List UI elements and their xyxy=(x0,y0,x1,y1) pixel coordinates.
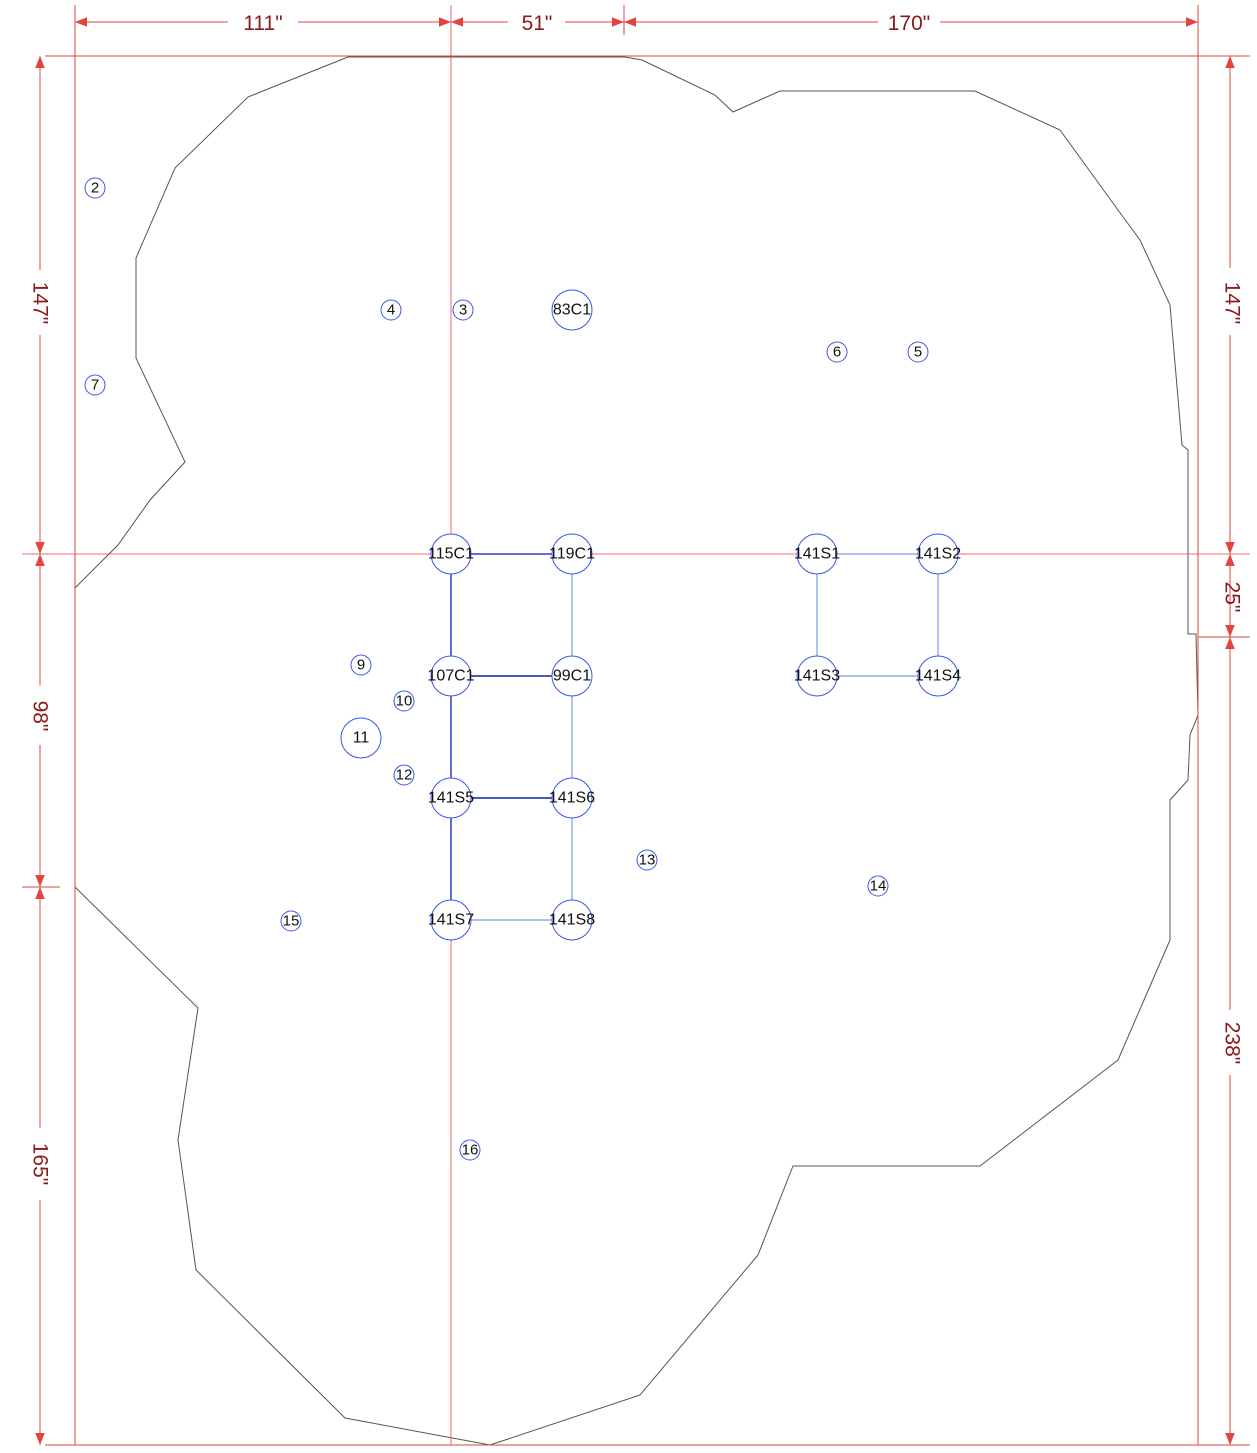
svg-text:141S1: 141S1 xyxy=(794,546,840,563)
marker-141s2[interactable]: 141S2 xyxy=(915,533,961,575)
marker-141s5[interactable]: 141S5 xyxy=(428,777,474,819)
marker-6[interactable]: 6 xyxy=(826,341,848,363)
marker-16[interactable]: 16 xyxy=(459,1139,481,1161)
left-dimension-chain xyxy=(22,56,60,1445)
marker-141s1[interactable]: 141S1 xyxy=(794,533,840,575)
marker-11[interactable]: 11 xyxy=(340,717,382,759)
marker-99c1[interactable]: 99C1 xyxy=(551,655,593,697)
svg-text:2: 2 xyxy=(91,180,99,197)
dimension-right-25: 25" xyxy=(1221,582,1244,613)
svg-text:141S4: 141S4 xyxy=(915,668,961,685)
marker-2[interactable]: 2 xyxy=(84,177,106,199)
marker-3[interactable]: 3 xyxy=(452,299,474,321)
svg-text:107C1: 107C1 xyxy=(427,668,474,685)
marker-12[interactable]: 12 xyxy=(393,764,415,786)
svg-text:141S3: 141S3 xyxy=(794,668,840,685)
marker-15[interactable]: 15 xyxy=(280,910,302,932)
svg-text:83C1: 83C1 xyxy=(553,302,591,319)
marker-119c1[interactable]: 119C1 xyxy=(549,533,595,575)
svg-text:11: 11 xyxy=(353,730,370,747)
svg-text:16: 16 xyxy=(462,1142,479,1159)
svg-text:141S7: 141S7 xyxy=(428,912,474,929)
svg-text:15: 15 xyxy=(283,913,300,930)
marker-9[interactable]: 9 xyxy=(350,654,372,676)
svg-text:141S8: 141S8 xyxy=(549,912,595,929)
svg-text:4: 4 xyxy=(387,302,395,319)
dimension-left-147: 147" xyxy=(29,282,52,325)
dimension-left-165: 165" xyxy=(29,1143,52,1186)
top-dimension-chain xyxy=(45,5,1250,1446)
marker-83c1[interactable]: 83C1 xyxy=(551,289,593,331)
svg-text:115C1: 115C1 xyxy=(428,546,474,563)
dimension-top-170: 170" xyxy=(888,12,931,35)
svg-text:6: 6 xyxy=(833,344,841,361)
marker-141s3[interactable]: 141S3 xyxy=(794,655,840,697)
dimension-right-238: 238" xyxy=(1221,1022,1244,1065)
marker-141s6[interactable]: 141S6 xyxy=(549,777,595,819)
svg-text:141S2: 141S2 xyxy=(915,546,961,563)
svg-text:99C1: 99C1 xyxy=(553,668,591,685)
site-outline xyxy=(74,56,1199,1446)
svg-text:14: 14 xyxy=(870,878,887,895)
svg-text:9: 9 xyxy=(357,657,365,674)
marker-13[interactable]: 13 xyxy=(636,849,658,871)
dimension-top-51: 51" xyxy=(522,12,553,35)
svg-text:3: 3 xyxy=(459,302,467,319)
svg-text:5: 5 xyxy=(914,344,922,361)
marker-4[interactable]: 4 xyxy=(380,299,402,321)
dimension-top-111: 111" xyxy=(243,12,282,35)
svg-text:119C1: 119C1 xyxy=(549,546,595,563)
svg-text:10: 10 xyxy=(396,693,413,710)
dimension-left-98: 98" xyxy=(29,701,52,732)
right-dimension-chain xyxy=(1198,56,1250,1445)
marker-14[interactable]: 14 xyxy=(867,875,889,897)
dimension-right-147: 147" xyxy=(1221,282,1244,325)
svg-text:7: 7 xyxy=(91,377,99,394)
marker-141s8[interactable]: 141S8 xyxy=(549,899,595,941)
connectors xyxy=(450,553,939,921)
marker-141s7[interactable]: 141S7 xyxy=(428,899,474,941)
svg-text:13: 13 xyxy=(639,852,656,869)
svg-text:141S6: 141S6 xyxy=(549,790,595,807)
marker-7[interactable]: 7 xyxy=(84,374,106,396)
svg-text:12: 12 xyxy=(396,767,413,784)
marker-5[interactable]: 5 xyxy=(907,341,929,363)
marker-10[interactable]: 10 xyxy=(393,690,415,712)
marker-107c1[interactable]: 107C1 xyxy=(427,655,475,697)
marker-141s4[interactable]: 141S4 xyxy=(915,655,961,697)
marker-115c1[interactable]: 115C1 xyxy=(428,533,474,575)
svg-text:141S5: 141S5 xyxy=(428,790,474,807)
